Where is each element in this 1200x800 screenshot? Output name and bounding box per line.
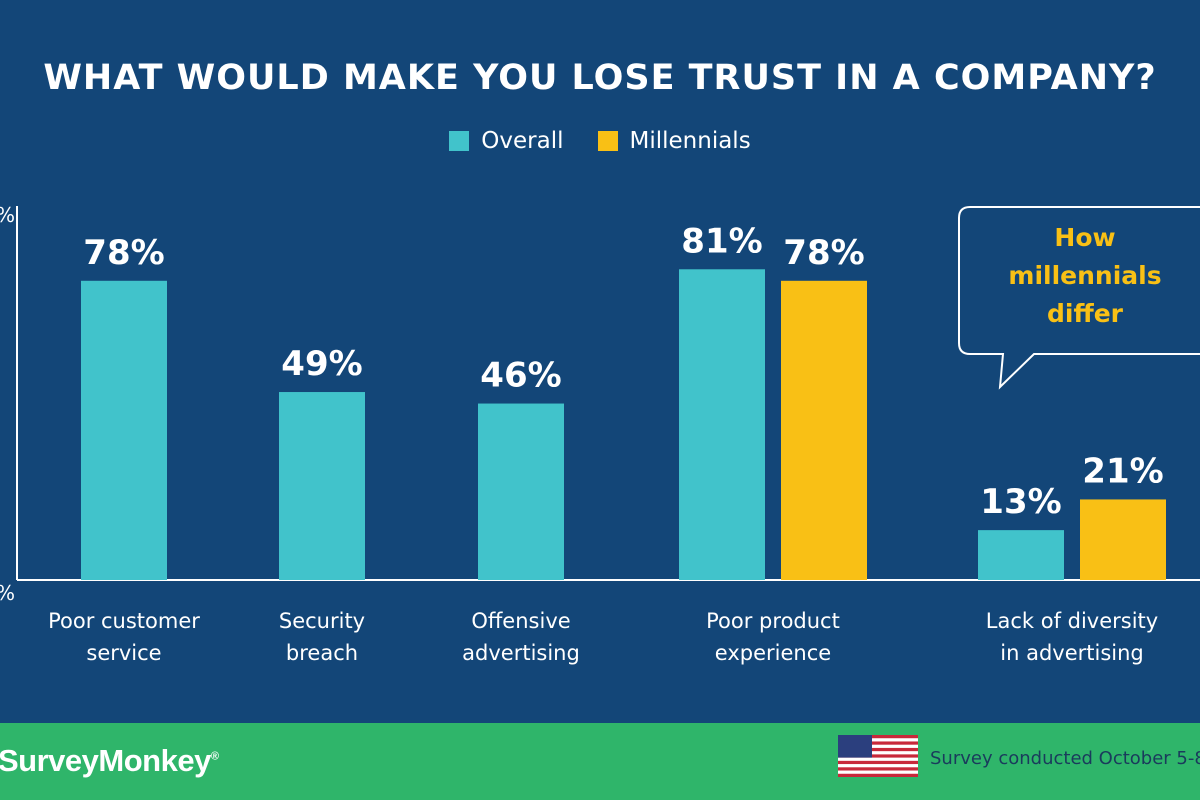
category-label-3-line-0: Poor product [706,609,840,633]
annotation-callout: How millennials differ [958,206,1200,390]
category-label-2-line-0: Offensive [471,609,570,633]
bar-millennials-3 [781,280,867,580]
brand-name: SurveyMonkey [0,743,211,778]
y-axis-tick-label-top: % [0,203,15,227]
value-label-millennials-4: 21% [1082,451,1163,491]
category-label-2-line-1: advertising [462,641,580,665]
chart-title: WHAT WOULD MAKE YOU LOSE TRUST IN A COMP… [43,58,1157,98]
survey-note: Survey conducted October 5-8 [930,748,1200,769]
legend-label-overall: Overall [481,128,564,154]
legend-item-millennials: Millennials [597,128,751,154]
bar-overall-2 [478,403,564,580]
bar-chart: % % How millennials differ 78% Poor custo… [0,203,1200,665]
callout-line-3: differ [1047,299,1124,328]
category-label-1-line-0: Security [279,609,365,633]
value-label-overall-1: 49% [281,344,362,384]
bar-overall-1 [279,392,365,580]
legend: Overall Millennials [0,128,1200,154]
bar-overall-0 [81,280,167,580]
category-label-1-line-1: breach [286,641,358,665]
value-label-overall-2: 46% [480,356,561,396]
legend-item-overall: Overall [449,128,564,154]
legend-swatch-overall [449,131,470,151]
legend-swatch-millennials [597,131,618,151]
legend-label-millennials: Millennials [629,128,751,154]
bar-overall-3 [679,269,765,580]
bars-layer: 78% Poor customer service 49% Security breach… [48,221,1166,665]
footer-bar: SurveyMonkey® Survey conducted October 5… [0,723,1200,800]
value-label-overall-0: 78% [83,233,164,273]
value-label-millennials-3: 78% [783,233,864,273]
callout-bubble [958,206,1200,390]
callout-line-2: millennials [1008,261,1161,290]
category-label-0-line-0: Poor customer [48,609,200,633]
bar-overall-4 [978,530,1064,580]
y-axis-tick-label-bottom: % [0,581,15,605]
category-label-4-line-0: Lack of diversity [986,609,1158,633]
value-label-overall-4: 13% [980,482,1061,522]
category-label-3-line-1: experience [715,641,831,665]
callout-line-1: How [1054,223,1115,252]
value-label-overall-3: 81% [681,221,762,261]
bar-millennials-4 [1080,499,1166,580]
category-label-0-line-1: service [86,641,161,665]
brand-logo: SurveyMonkey® [0,743,219,779]
us-flag-icon [838,735,918,777]
brand-registered-mark: ® [210,750,219,763]
category-label-4-line-1: in advertising [1000,641,1143,665]
